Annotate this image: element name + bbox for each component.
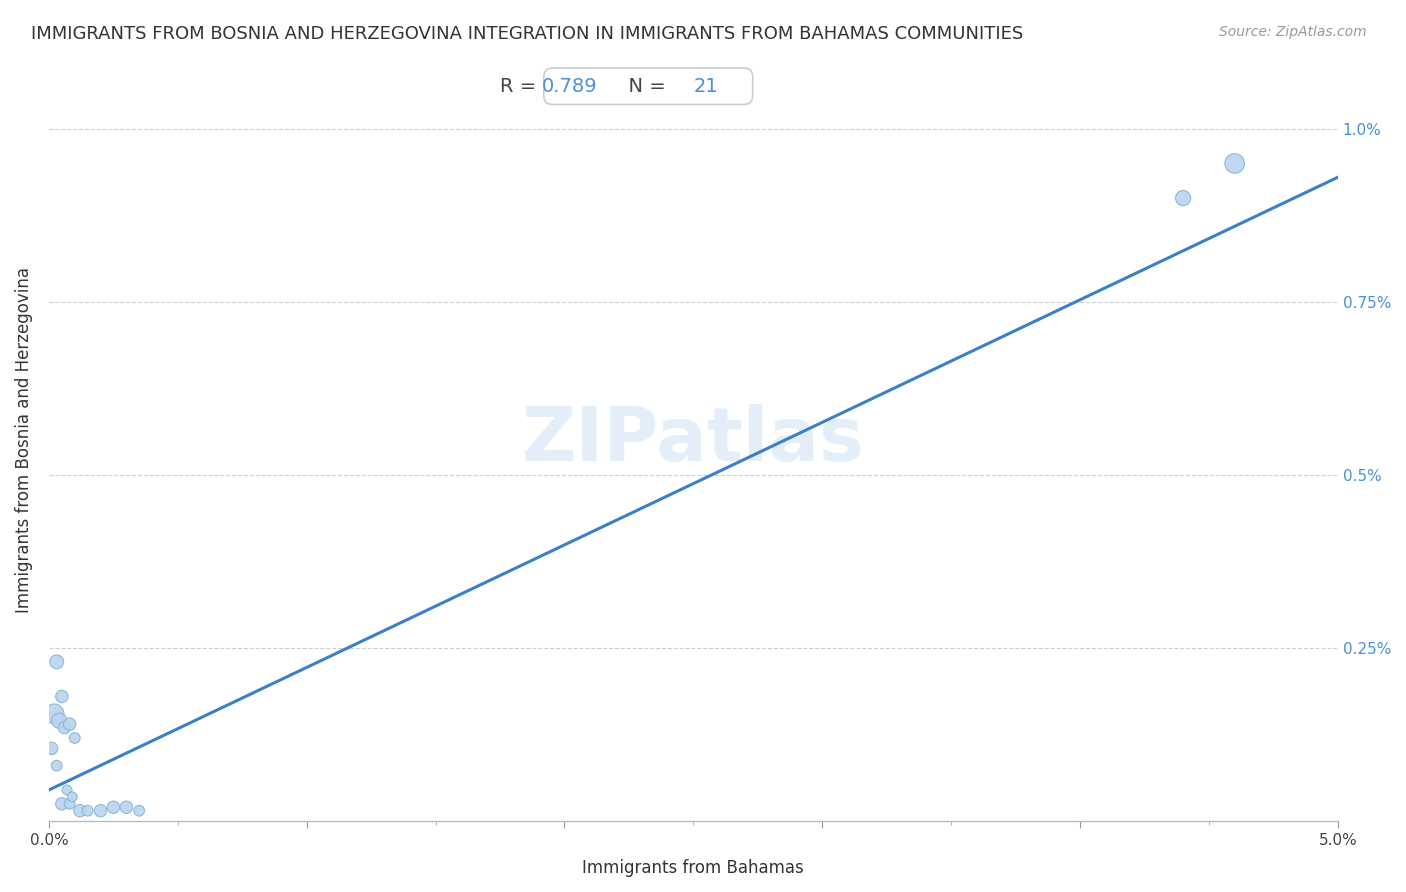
Text: 0.789: 0.789 [541,77,598,95]
Text: N =: N = [616,77,672,95]
Text: R =: R = [501,77,543,95]
Point [89,804,111,818]
Point [48,714,70,728]
Point [41,741,63,756]
Point [45,758,67,772]
X-axis label: Immigrants from Bahamas: Immigrants from Bahamas [582,859,804,877]
Text: R = 0.789    N = 21: R = 0.789 N = 21 [553,77,744,95]
Y-axis label: Immigrants from Bosnia and Herzegovina: Immigrants from Bosnia and Herzegovina [15,268,32,614]
Point [51,690,73,704]
Point [58,797,80,811]
Point [128,804,150,818]
Point [58,717,80,731]
Point [1223,156,1246,170]
Point [51,797,73,811]
Point [45,655,67,669]
Text: IMMIGRANTS FROM BOSNIA AND HERZEGOVINA INTEGRATION IN IMMIGRANTS FROM BAHAMAS CO: IMMIGRANTS FROM BOSNIA AND HERZEGOVINA I… [31,25,1024,43]
Point [60,789,83,804]
Point [115,800,138,814]
Point [69,804,91,818]
Point [63,731,86,745]
Point [42,706,65,721]
Point [1171,191,1194,205]
Text: Source: ZipAtlas.com: Source: ZipAtlas.com [1219,25,1367,39]
Point [53,721,76,735]
Text: 21: 21 [693,77,718,95]
Point [103,800,125,814]
Point [56,783,79,797]
Point [76,804,98,818]
Text: ZIPatlas: ZIPatlas [522,404,865,477]
